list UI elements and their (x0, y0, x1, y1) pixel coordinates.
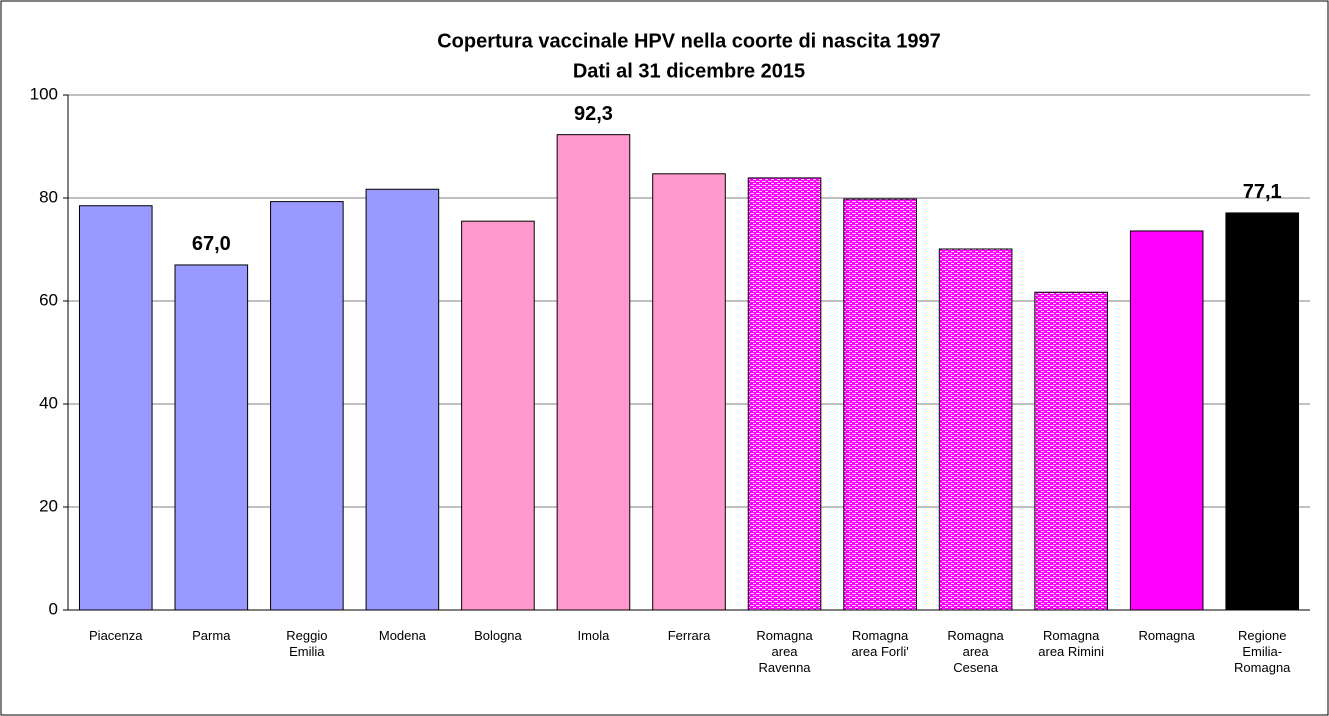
x-tick-label: Ferrara (667, 628, 711, 643)
chart-title: Copertura vaccinale HPV nella coorte di … (437, 30, 941, 52)
value-label: 92,3 (574, 103, 613, 125)
bar (365, 188, 440, 611)
bar (1129, 230, 1204, 611)
y-tick-label: 40 (39, 393, 58, 412)
y-tick-label: 60 (39, 290, 58, 309)
x-tick-label: Romagna area Cesena (947, 628, 1004, 675)
bar (270, 201, 344, 611)
x-tick-label: Parma (192, 628, 231, 643)
bar (461, 220, 535, 611)
bar (652, 173, 726, 611)
bar (747, 177, 822, 611)
bar (843, 198, 917, 611)
x-tick-label: Romagna (1138, 628, 1195, 643)
x-tick-label: Imola (577, 628, 610, 643)
bar (556, 134, 631, 611)
x-tick-label: Regione Emilia-Romagna (1234, 628, 1291, 675)
bar (1225, 212, 1300, 611)
bar (938, 248, 1013, 611)
chart-subtitle: Dati al 31 dicembre 2015 (573, 60, 805, 82)
y-tick-label: 100 (30, 84, 58, 103)
bar (174, 264, 249, 611)
x-tick-label: Romagna area Ravenna (756, 628, 813, 675)
x-tick-label: Bologna (474, 628, 522, 643)
y-tick-label: 80 (39, 187, 58, 206)
x-tick-label: Romagna area Rimini (1038, 628, 1105, 659)
x-tick-label: Modena (378, 628, 426, 643)
y-tick-label: 20 (39, 496, 58, 515)
x-tick-label: Piacenza (89, 628, 143, 643)
x-tick-label: Romagna area Forli' (851, 628, 909, 659)
x-tick-label: Reggio Emilia (286, 628, 328, 659)
value-label: 77,1 (1243, 181, 1282, 203)
bar (1034, 291, 1108, 611)
y-tick-label: 0 (49, 599, 58, 618)
bar (78, 205, 153, 611)
value-label: 67,0 (192, 233, 231, 255)
